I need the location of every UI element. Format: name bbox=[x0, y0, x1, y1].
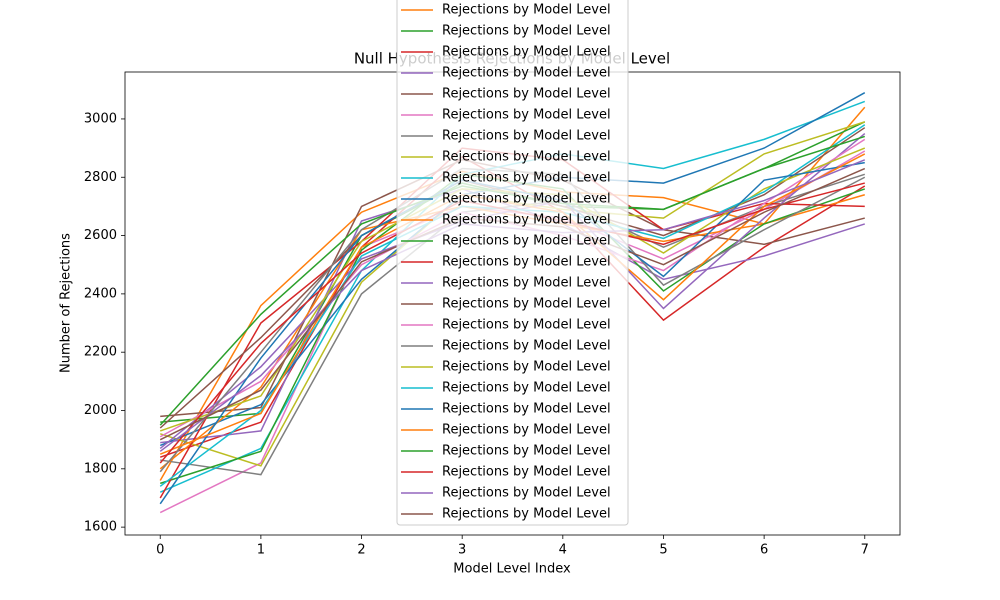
y-tick-label: 3000 bbox=[84, 111, 117, 126]
legend-label: Rejections by Model Level bbox=[442, 360, 611, 375]
legend-label: Rejections by Model Level bbox=[442, 465, 611, 480]
legend-label: Rejections by Model Level bbox=[442, 423, 611, 438]
legend-label: Rejections by Model Level bbox=[442, 318, 611, 333]
x-tick-label: 3 bbox=[458, 543, 466, 558]
legend-label: Rejections by Model Level bbox=[442, 87, 611, 102]
legend-label: Rejections by Model Level bbox=[442, 402, 611, 417]
legend-label: Rejections by Model Level bbox=[442, 3, 611, 18]
legend-label: Rejections by Model Level bbox=[442, 171, 611, 186]
legend-box bbox=[396, 0, 629, 526]
x-tick-label: 7 bbox=[861, 543, 869, 558]
y-tick-label: 2400 bbox=[84, 286, 117, 301]
legend-label: Rejections by Model Level bbox=[442, 381, 611, 396]
y-axis-label: Number of Rejections bbox=[59, 233, 74, 373]
legend-label: Rejections by Model Level bbox=[442, 24, 611, 39]
legend-label: Rejections by Model Level bbox=[442, 507, 611, 522]
legend-label: Rejections by Model Level bbox=[442, 297, 611, 312]
legend-label: Rejections by Model Level bbox=[442, 66, 611, 81]
y-tick-label: 2800 bbox=[84, 170, 117, 185]
legend-label: Rejections by Model Level bbox=[442, 192, 611, 207]
y-tick-label: 2200 bbox=[84, 345, 117, 360]
x-tick-label: 6 bbox=[760, 543, 768, 558]
legend-label: Rejections by Model Level bbox=[442, 234, 611, 249]
x-tick-label: 0 bbox=[156, 543, 164, 558]
legend-label: Rejections by Model Level bbox=[442, 255, 611, 270]
legend-label: Rejections by Model Level bbox=[442, 486, 611, 501]
legend-label: Rejections by Model Level bbox=[442, 129, 611, 144]
legend-label: Rejections by Model Level bbox=[442, 213, 611, 228]
legend-label: Rejections by Model Level bbox=[442, 45, 611, 60]
x-tick-label: 1 bbox=[257, 543, 265, 558]
y-tick-label: 1800 bbox=[84, 461, 117, 476]
x-tick-label: 2 bbox=[357, 543, 365, 558]
legend-label: Rejections by Model Level bbox=[442, 276, 611, 291]
y-tick-label: 2000 bbox=[84, 403, 117, 418]
x-tick-label: 5 bbox=[659, 543, 667, 558]
x-axis-label: Model Level Index bbox=[453, 562, 571, 577]
legend-label: Rejections by Model Level bbox=[442, 444, 611, 459]
legend-label: Rejections by Model Level bbox=[442, 150, 611, 165]
legend-label: Rejections by Model Level bbox=[442, 108, 611, 123]
x-tick-label: 4 bbox=[559, 543, 567, 558]
y-tick-label: 2600 bbox=[84, 228, 117, 243]
legend-label: Rejections by Model Level bbox=[442, 339, 611, 354]
y-tick-label: 1600 bbox=[84, 520, 117, 535]
